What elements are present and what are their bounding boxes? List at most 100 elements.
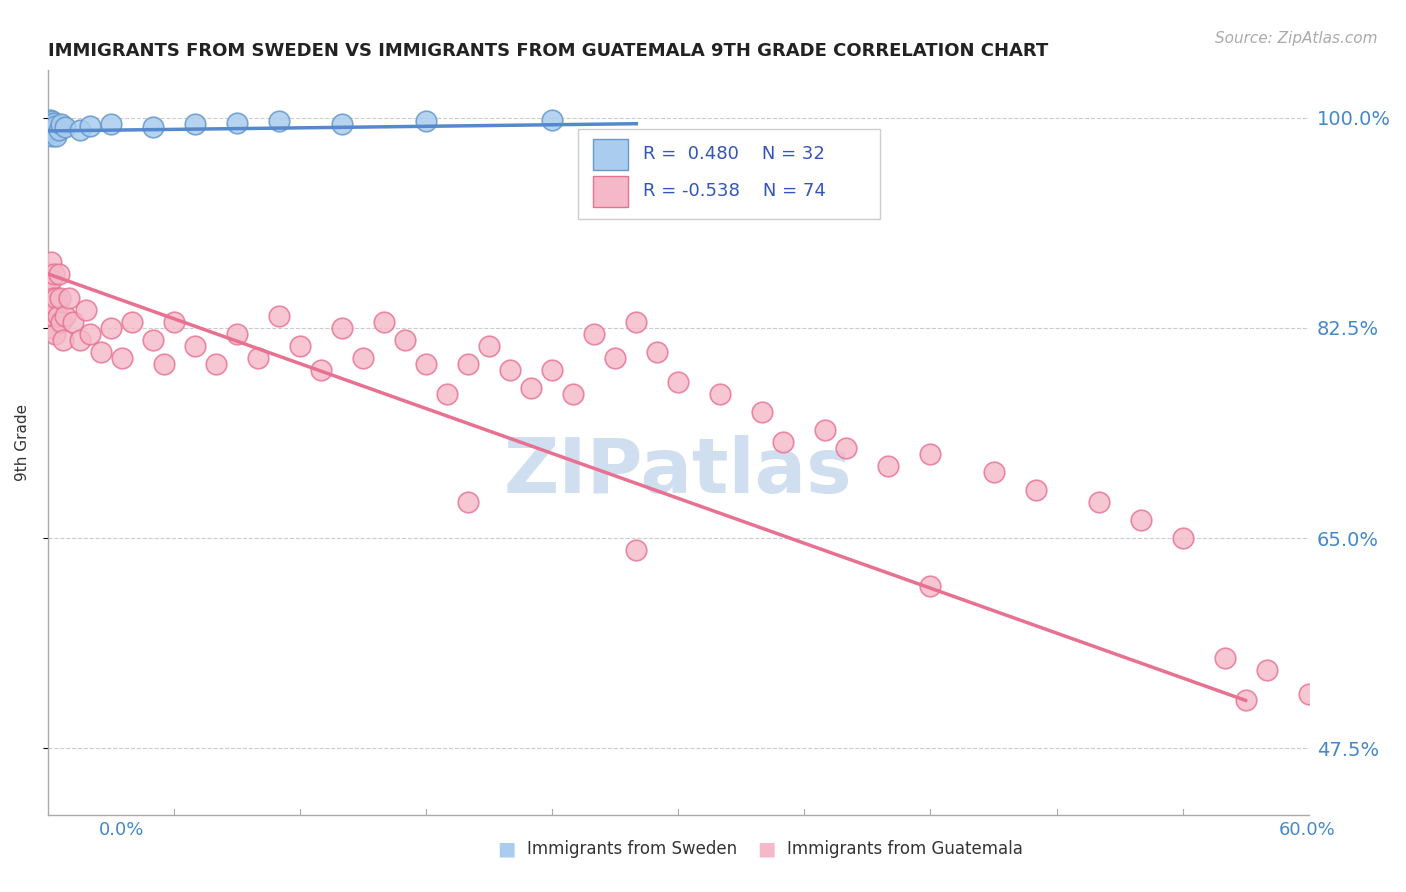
Text: Immigrants from Sweden: Immigrants from Sweden — [527, 840, 737, 858]
Point — [41, 291, 63, 305]
Point — [751, 405, 773, 419]
Point — [583, 326, 606, 341]
Point — [772, 435, 794, 450]
Point — [69, 122, 91, 136]
Point — [142, 120, 165, 135]
Point — [44, 297, 66, 311]
FancyBboxPatch shape — [578, 129, 880, 219]
Point — [436, 387, 458, 401]
Point — [1256, 664, 1278, 678]
Point — [478, 339, 501, 353]
Point — [121, 315, 143, 329]
Point — [394, 333, 416, 347]
Point — [226, 115, 249, 129]
Point — [45, 291, 67, 305]
Point — [541, 363, 564, 377]
Point — [48, 267, 70, 281]
Text: Immigrants from Guatemala: Immigrants from Guatemala — [787, 840, 1024, 858]
Point — [152, 357, 174, 371]
Point — [110, 351, 132, 365]
Point — [39, 273, 62, 287]
Point — [38, 117, 60, 131]
Point — [352, 351, 374, 365]
Point — [41, 117, 63, 131]
Point — [42, 267, 65, 281]
Point — [499, 363, 522, 377]
Point — [1025, 483, 1047, 498]
Point — [1129, 513, 1152, 527]
Point — [41, 128, 63, 143]
Point — [39, 315, 62, 329]
Text: ZIPatlas: ZIPatlas — [503, 435, 852, 509]
Point — [90, 345, 112, 359]
Point — [1298, 687, 1320, 701]
Point — [269, 309, 291, 323]
Point — [709, 387, 731, 401]
Point — [415, 357, 437, 371]
Point — [38, 113, 60, 128]
Point — [48, 122, 70, 136]
Point — [49, 315, 72, 329]
Point — [39, 121, 62, 136]
Point — [38, 267, 60, 281]
Point — [626, 315, 648, 329]
Bar — [593, 139, 628, 170]
Point — [42, 120, 65, 135]
Point — [39, 115, 62, 129]
Point — [877, 459, 900, 474]
Point — [75, 302, 97, 317]
Point — [1087, 495, 1109, 509]
Point — [39, 125, 62, 139]
Point — [605, 351, 627, 365]
Point — [541, 113, 564, 128]
Point — [457, 357, 479, 371]
Point — [41, 302, 63, 317]
Point — [647, 345, 669, 359]
Point — [247, 351, 270, 365]
Point — [184, 117, 207, 131]
Point — [41, 122, 63, 136]
Point — [38, 285, 60, 299]
Text: 0.0%: 0.0% — [98, 821, 143, 838]
Point — [920, 579, 942, 593]
Text: Source: ZipAtlas.com: Source: ZipAtlas.com — [1215, 31, 1378, 46]
Point — [330, 321, 353, 335]
Point — [79, 119, 101, 133]
Point — [142, 333, 165, 347]
Point — [53, 120, 76, 135]
Point — [39, 118, 62, 132]
Point — [69, 333, 91, 347]
Point — [41, 114, 63, 128]
Point — [100, 321, 122, 335]
Point — [41, 321, 63, 335]
Point — [309, 363, 332, 377]
Point — [1234, 693, 1257, 707]
Point — [44, 122, 66, 136]
Point — [41, 125, 63, 139]
Point — [58, 291, 80, 305]
Point — [45, 128, 67, 143]
Y-axis label: 9th Grade: 9th Grade — [15, 403, 30, 481]
Point — [39, 120, 62, 135]
Point — [457, 495, 479, 509]
Point — [62, 315, 84, 329]
Point — [626, 543, 648, 558]
Point — [44, 326, 66, 341]
Point — [42, 309, 65, 323]
Point — [226, 326, 249, 341]
Point — [920, 447, 942, 461]
Point — [39, 255, 62, 269]
Text: 60.0%: 60.0% — [1279, 821, 1336, 838]
Point — [53, 309, 76, 323]
Point — [42, 115, 65, 129]
Point — [52, 333, 75, 347]
Point — [330, 117, 353, 131]
Point — [79, 326, 101, 341]
Point — [835, 441, 858, 455]
Point — [983, 465, 1005, 479]
Text: IMMIGRANTS FROM SWEDEN VS IMMIGRANTS FROM GUATEMALA 9TH GRADE CORRELATION CHART: IMMIGRANTS FROM SWEDEN VS IMMIGRANTS FRO… — [48, 42, 1049, 60]
Text: R = -0.538    N = 74: R = -0.538 N = 74 — [643, 182, 825, 200]
Point — [269, 114, 291, 128]
Point — [44, 119, 66, 133]
Text: R =  0.480    N = 32: R = 0.480 N = 32 — [643, 145, 825, 163]
